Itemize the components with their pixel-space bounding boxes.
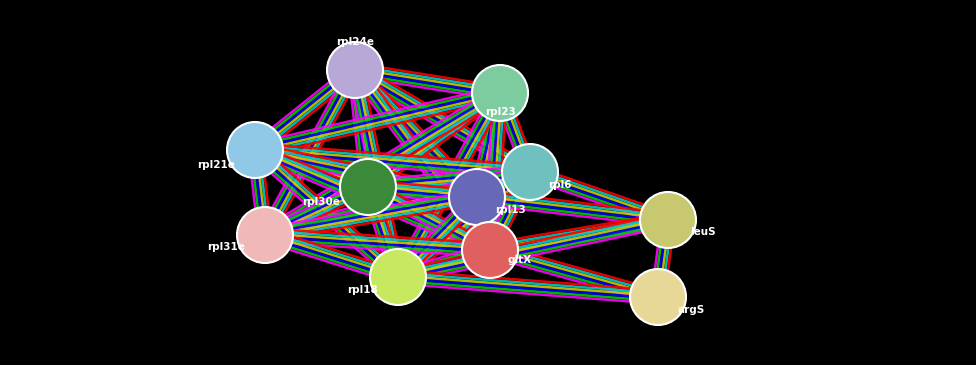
Circle shape bbox=[502, 144, 558, 200]
Text: rpl30e: rpl30e bbox=[303, 197, 340, 207]
Circle shape bbox=[370, 249, 426, 305]
Circle shape bbox=[462, 222, 518, 278]
Circle shape bbox=[327, 42, 383, 98]
Text: rpl31e: rpl31e bbox=[207, 242, 245, 252]
Circle shape bbox=[449, 169, 505, 225]
Circle shape bbox=[227, 122, 283, 178]
Text: rpl13: rpl13 bbox=[495, 205, 526, 215]
Circle shape bbox=[472, 65, 528, 121]
Circle shape bbox=[640, 192, 696, 248]
Text: rpl21e: rpl21e bbox=[197, 160, 235, 170]
Circle shape bbox=[630, 269, 686, 325]
Text: rpl18: rpl18 bbox=[347, 285, 378, 295]
Text: argS: argS bbox=[678, 305, 706, 315]
Text: rpl6: rpl6 bbox=[548, 180, 572, 190]
Circle shape bbox=[237, 207, 293, 263]
Circle shape bbox=[340, 159, 396, 215]
Text: rpl24e: rpl24e bbox=[336, 37, 374, 47]
Text: rpl23: rpl23 bbox=[485, 107, 515, 117]
Text: leuS: leuS bbox=[690, 227, 715, 237]
Text: gltX: gltX bbox=[508, 255, 532, 265]
